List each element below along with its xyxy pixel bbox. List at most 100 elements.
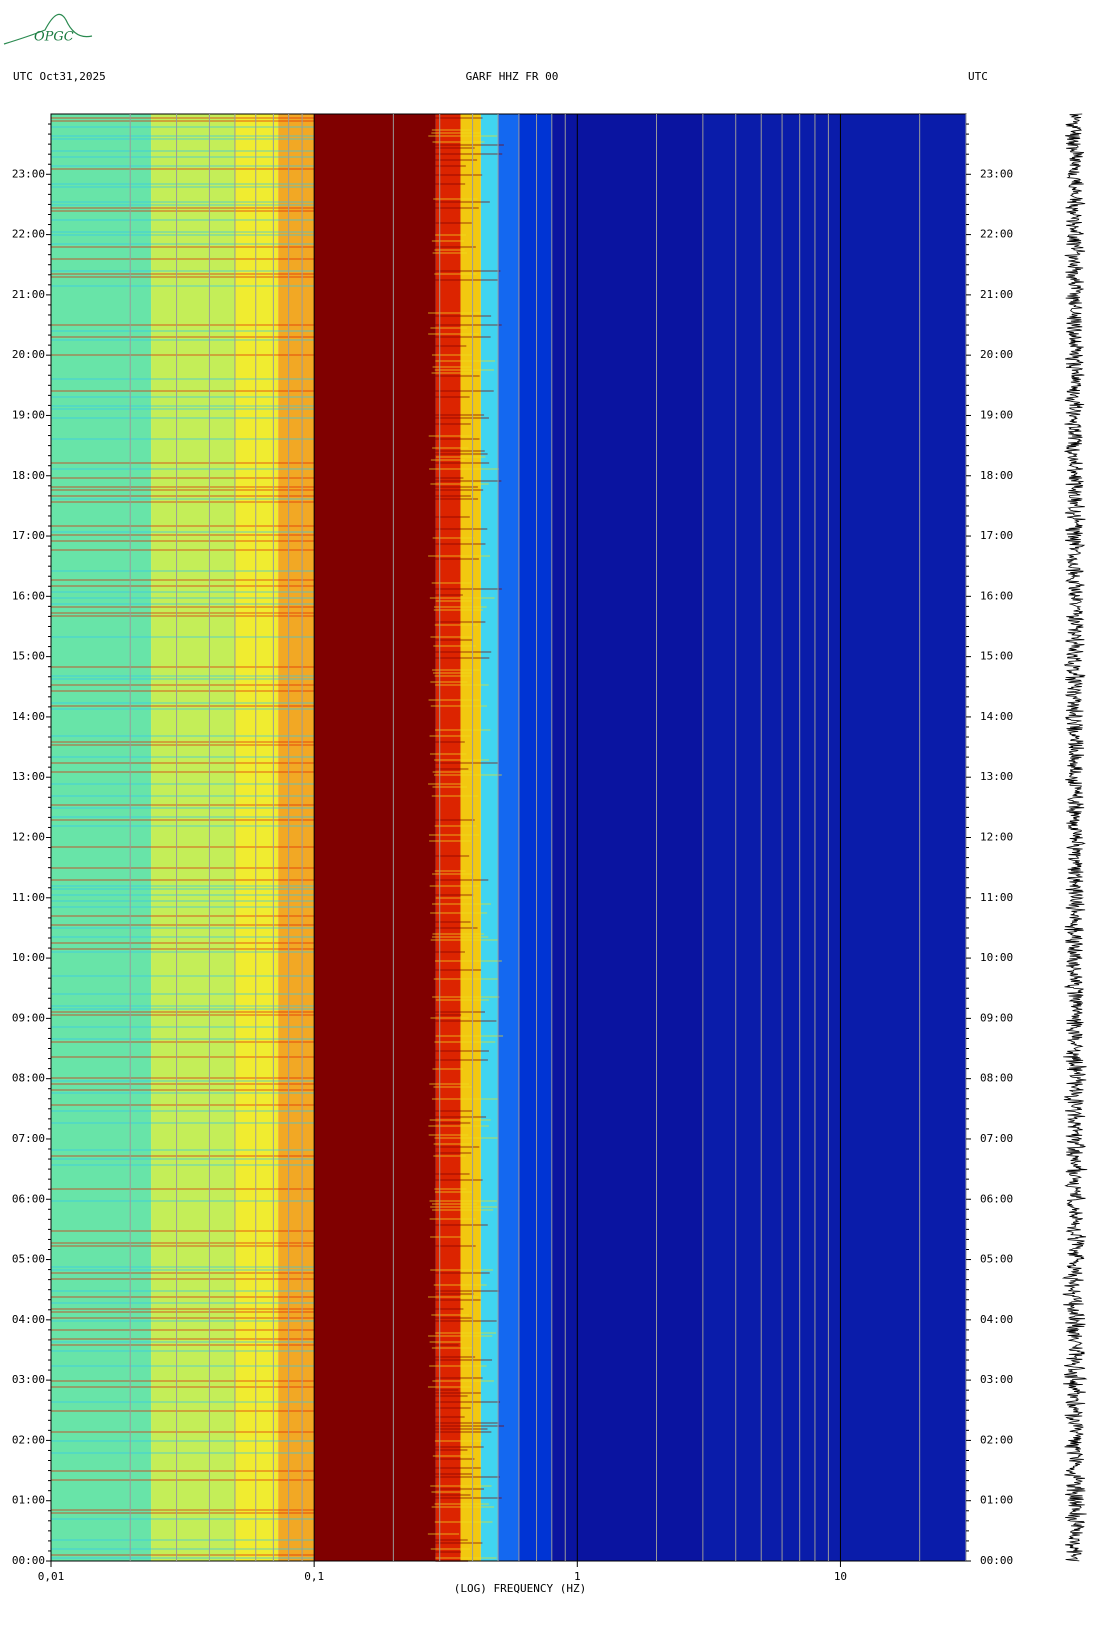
spectral-band — [278, 114, 315, 1561]
y-tick-label-right: 02:00 — [980, 1433, 1013, 1446]
texture-stripe — [51, 1266, 315, 1268]
texture-stripe — [51, 168, 315, 170]
y-tick-label-right: 03:00 — [980, 1373, 1013, 1386]
texture-stripe — [51, 1302, 315, 1304]
texture-stripe — [51, 1341, 315, 1343]
y-tick-label-right: 11:00 — [980, 891, 1013, 904]
texture-stripe — [430, 327, 468, 329]
texture-stripe — [51, 1401, 315, 1403]
texture-stripe — [51, 258, 315, 260]
y-tick-label-right: 01:00 — [980, 1494, 1013, 1507]
y-tick-label-right: 18:00 — [980, 469, 1013, 482]
texture-stripe — [51, 489, 315, 491]
texture-stripe — [432, 855, 470, 857]
texture-stripe — [51, 324, 315, 326]
texture-stripe — [435, 222, 472, 224]
texture-stripe — [432, 117, 483, 119]
logo: OPGC — [34, 30, 74, 45]
texture-stripe — [51, 1245, 315, 1247]
texture-stripe — [435, 495, 471, 497]
texture-stripe — [429, 315, 492, 317]
texture-stripe — [428, 312, 481, 314]
spectral-band — [480, 114, 499, 1561]
y-tick-label-right: 15:00 — [980, 650, 1013, 663]
texture-stripe — [431, 489, 484, 491]
texture-stripe — [432, 873, 474, 875]
texture-stripe — [51, 1365, 315, 1367]
texture-stripe — [431, 1347, 473, 1349]
y-tick-label: 11:00 — [12, 891, 45, 904]
texture-stripe — [428, 1335, 493, 1337]
y-tick-label-right: 04:00 — [980, 1313, 1013, 1326]
texture-stripe — [433, 978, 499, 980]
texture-stripe — [51, 1344, 315, 1346]
texture-stripe — [432, 936, 489, 938]
texture-stripe — [51, 1410, 315, 1412]
texture-stripe — [432, 1224, 488, 1226]
texture-stripe — [51, 354, 315, 356]
texture-stripe — [431, 354, 472, 356]
texture-stripe — [433, 450, 485, 452]
texture-stripe — [434, 273, 477, 275]
texture-stripe — [435, 234, 467, 236]
texture-stripe — [435, 1035, 504, 1037]
texture-stripe — [432, 141, 485, 143]
texture-stripe — [434, 1503, 489, 1505]
texture-stripe — [51, 1317, 315, 1319]
texture-stripe — [51, 1320, 315, 1322]
texture-stripe — [51, 825, 315, 827]
texture-stripe — [432, 324, 502, 326]
texture-stripe — [430, 1392, 481, 1394]
texture-stripe — [51, 684, 315, 686]
texture-stripe — [435, 897, 475, 899]
texture-stripe — [51, 1470, 315, 1472]
texture-stripe — [429, 1200, 497, 1202]
texture-stripe — [434, 1497, 502, 1499]
texture-stripe — [51, 924, 315, 926]
texture-stripe — [433, 651, 492, 653]
texture-stripe — [51, 1452, 315, 1454]
texture-stripe — [434, 1041, 496, 1043]
texture-stripe — [51, 1158, 315, 1160]
texture-stripe — [435, 153, 503, 155]
texture-stripe — [51, 1539, 315, 1541]
texture-stripe — [435, 423, 471, 425]
left-label: UTC Oct31,2025 — [13, 70, 106, 83]
texture-stripe — [433, 1299, 481, 1301]
texture-stripe — [51, 867, 315, 869]
texture-stripe — [435, 1293, 474, 1295]
texture-stripe — [51, 1431, 315, 1433]
texture-stripe — [51, 1164, 315, 1166]
texture-stripe — [51, 888, 315, 890]
texture-stripe — [432, 996, 500, 998]
texture-stripe — [51, 804, 315, 806]
texture-stripe — [51, 210, 315, 212]
texture-stripe — [431, 132, 481, 134]
texture-stripe — [431, 795, 479, 797]
texture-stripe — [429, 345, 467, 347]
y-tick-label: 02:00 — [12, 1433, 45, 1446]
texture-stripe — [429, 375, 480, 377]
texture-stripe — [51, 339, 315, 341]
texture-stripe — [435, 543, 486, 545]
texture-stripe — [51, 735, 315, 737]
texture-stripe — [428, 435, 473, 437]
texture-stripe — [430, 705, 487, 707]
texture-stripe — [51, 1290, 315, 1292]
texture-stripe — [430, 1548, 471, 1550]
texture-stripe — [432, 165, 466, 167]
texture-stripe — [51, 183, 315, 185]
texture-stripe — [51, 744, 315, 746]
texture-stripe — [51, 1092, 315, 1094]
texture-stripe — [434, 144, 504, 146]
texture-stripe — [51, 201, 315, 203]
texture-stripe — [430, 1179, 483, 1181]
texture-stripe — [430, 483, 489, 485]
texture-stripe — [429, 594, 463, 596]
texture-stripe — [51, 900, 315, 902]
texture-stripe — [429, 1416, 465, 1418]
texture-stripe — [51, 390, 315, 392]
y-tick-label: 23:00 — [12, 167, 45, 180]
texture-stripe — [51, 1200, 315, 1202]
